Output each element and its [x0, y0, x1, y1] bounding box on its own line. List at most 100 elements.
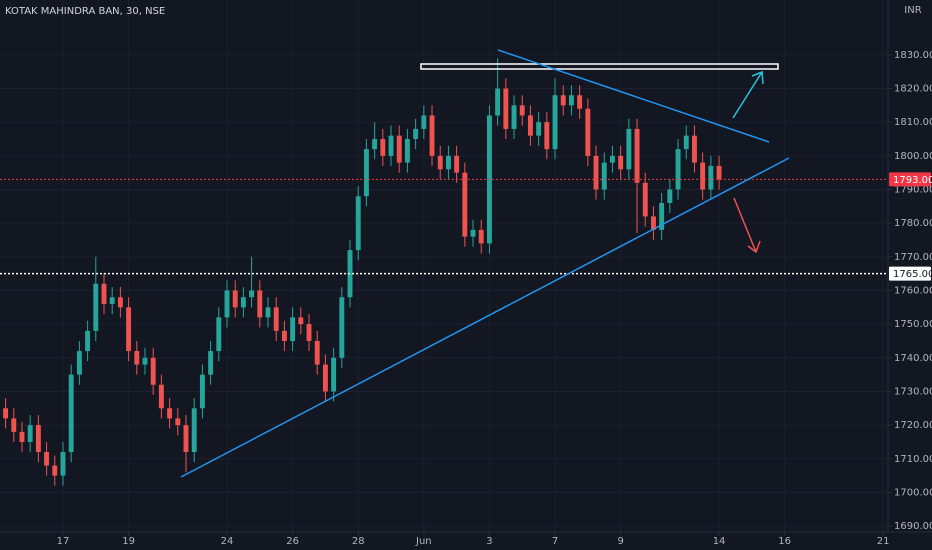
candle-body: [347, 250, 353, 298]
candle-body: [380, 139, 386, 156]
candle-body: [495, 88, 501, 116]
candle-body: [544, 122, 550, 150]
candle-body: [175, 418, 181, 426]
y-tick-label: 1810.00: [894, 117, 932, 128]
candle-body: [437, 155, 443, 170]
price-label-box: [889, 266, 931, 281]
candle-body: [470, 229, 476, 237]
candle-body: [552, 95, 558, 150]
candle-body: [257, 290, 263, 318]
candle-body: [273, 307, 279, 331]
down-arrow: [733, 197, 761, 254]
candle-body: [421, 115, 427, 129]
candle-body: [527, 115, 533, 136]
candle-body: [265, 307, 271, 318]
candle-body: [700, 162, 706, 190]
candle-body: [68, 374, 74, 453]
candle-body: [593, 155, 599, 190]
candle-body: [445, 155, 451, 170]
y-tick-label: 1700.00: [894, 487, 932, 498]
y-tick-label: 1770.00: [894, 252, 932, 263]
x-tick-label: 14: [713, 536, 726, 547]
candle-body: [618, 155, 624, 170]
candle-body: [27, 425, 33, 442]
chart-title: KOTAK MAHINDRA BAN, 30, NSE: [5, 6, 165, 17]
candle-body: [232, 290, 238, 308]
candle-body: [158, 384, 164, 409]
y-tick-label: 1710.00: [894, 454, 932, 465]
y-tick-label: 1740.00: [894, 353, 932, 364]
candle-body: [117, 297, 123, 308]
candle-body: [355, 196, 361, 251]
candle-body: [609, 155, 615, 163]
candle-body: [708, 165, 714, 190]
candle-body: [716, 165, 722, 180]
y-tick-label: 1800.00: [894, 151, 932, 162]
candle-body: [659, 202, 665, 230]
candle-body: [577, 95, 583, 109]
candle-body: [413, 128, 419, 140]
drawings: [180, 49, 790, 478]
candle-body: [183, 425, 189, 453]
candle-body: [249, 290, 255, 298]
candle-body: [167, 408, 173, 419]
candle-body: [60, 452, 66, 476]
currency-box: [900, 3, 926, 17]
candle-body: [568, 95, 574, 106]
candle-body: [208, 351, 214, 375]
candle-body: [601, 162, 607, 190]
candle-body: [511, 105, 517, 129]
x-tick-label: 9: [617, 536, 623, 547]
x-tick-label: 28: [352, 536, 365, 547]
price-label: 1793.00: [893, 175, 932, 186]
candle-body: [585, 108, 591, 156]
candle-body: [11, 418, 17, 432]
candle-body: [44, 452, 50, 466]
candle-body: [429, 115, 435, 156]
candle-body: [691, 135, 697, 163]
candle-body: [331, 357, 337, 392]
y-tick-label: 1750.00: [894, 319, 932, 330]
resistance-box: [420, 63, 779, 70]
candle-body: [683, 135, 689, 150]
candle-body: [396, 135, 402, 163]
y-tick-label: 1780.00: [894, 218, 932, 229]
x-tick-label: 17: [57, 536, 70, 547]
y-tick-label: 1690.00: [894, 521, 932, 532]
candle-body: [478, 229, 484, 244]
candle-body: [142, 357, 148, 365]
candle-body: [462, 172, 468, 237]
candle-body: [454, 155, 460, 173]
candle-body: [281, 330, 287, 341]
currency-label: INR: [904, 5, 921, 16]
y-tick-label: 1760.00: [894, 285, 932, 296]
candle-body: [675, 149, 681, 190]
candle-body: [216, 317, 222, 352]
candle-body: [52, 465, 58, 476]
candle-body: [306, 324, 312, 341]
lower-trendline: [180, 157, 790, 478]
candle-body: [634, 128, 640, 183]
candle-body: [363, 149, 369, 197]
candle-body: [134, 351, 140, 365]
candle-body: [126, 307, 132, 352]
upper-trendline: [497, 49, 770, 143]
candle-body: [298, 317, 304, 325]
up-arrow: [732, 70, 764, 119]
candle-body: [322, 364, 328, 392]
y-tick-label: 1820.00: [894, 84, 932, 95]
y-tick-label: 1730.00: [894, 386, 932, 397]
candle-body: [224, 290, 230, 318]
candle-body: [150, 357, 156, 385]
candle-body: [372, 139, 378, 150]
x-tick-label: 26: [286, 536, 299, 547]
candle-body: [240, 297, 246, 308]
candle-body: [503, 88, 509, 129]
price-label-box: [889, 172, 931, 187]
x-tick-label: Jun: [415, 536, 432, 547]
x-tick-label: 16: [778, 536, 791, 547]
candle-body: [109, 297, 115, 304]
candle-body: [191, 408, 197, 453]
candle-body: [93, 283, 99, 331]
